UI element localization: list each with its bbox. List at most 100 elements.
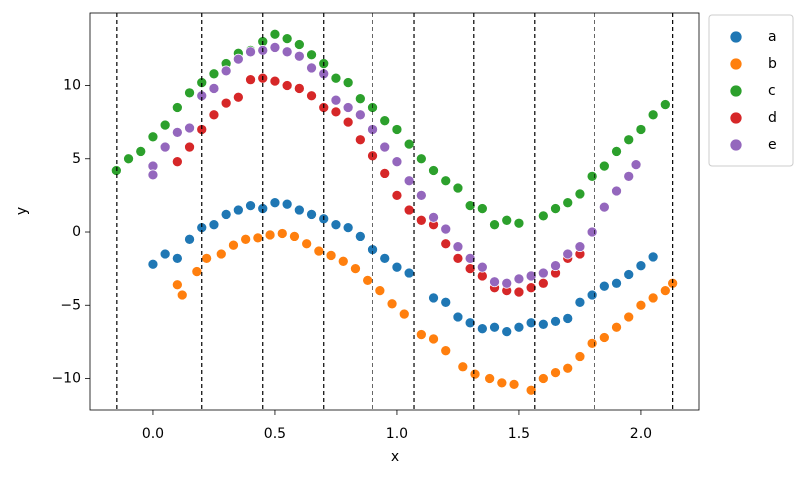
point	[269, 75, 281, 87]
point	[452, 311, 464, 323]
point	[159, 119, 171, 131]
point	[452, 253, 464, 264]
point	[586, 337, 598, 349]
point	[428, 212, 439, 223]
point	[457, 361, 469, 373]
point	[525, 270, 537, 282]
point	[220, 97, 232, 109]
x-tick-label: 1.5	[508, 426, 530, 442]
point	[379, 168, 391, 179]
point	[379, 141, 391, 153]
point	[537, 373, 549, 384]
point	[403, 267, 415, 279]
point	[647, 251, 659, 263]
point	[574, 188, 586, 200]
point	[440, 238, 452, 250]
point	[550, 260, 561, 272]
point	[184, 87, 195, 99]
point	[537, 277, 549, 289]
point	[264, 229, 276, 241]
point	[293, 39, 305, 50]
point	[269, 28, 281, 40]
point	[623, 269, 635, 280]
point	[659, 99, 671, 110]
legend-label: a	[768, 29, 777, 45]
y-tick-label: 10	[63, 78, 81, 94]
point	[354, 109, 366, 121]
point	[464, 200, 476, 211]
point	[281, 33, 293, 44]
point	[184, 141, 195, 153]
point	[362, 275, 374, 286]
point	[147, 131, 159, 143]
point	[525, 317, 537, 329]
point	[293, 83, 305, 94]
point	[501, 214, 513, 226]
point	[391, 124, 403, 135]
point	[623, 311, 635, 323]
point	[391, 190, 403, 201]
y-tick-label: −5	[60, 297, 81, 313]
y-axis-label: y	[14, 207, 30, 215]
point	[428, 333, 439, 345]
point	[379, 253, 391, 264]
point	[293, 50, 305, 62]
point	[489, 219, 500, 231]
point	[550, 203, 561, 214]
legend-label: c	[768, 83, 776, 99]
point	[501, 326, 513, 337]
point	[525, 282, 537, 294]
point	[496, 377, 508, 389]
point	[184, 233, 195, 245]
point	[391, 261, 403, 273]
point	[403, 204, 415, 216]
point	[325, 250, 337, 261]
point	[550, 367, 561, 378]
point	[252, 232, 264, 244]
point	[630, 159, 642, 170]
point	[171, 127, 183, 138]
point	[215, 248, 227, 260]
point	[240, 233, 252, 245]
point	[123, 153, 134, 165]
point	[415, 329, 427, 340]
point	[232, 53, 244, 65]
point	[469, 368, 481, 380]
point	[281, 46, 293, 58]
point	[598, 160, 610, 172]
point	[313, 245, 325, 257]
point	[337, 255, 349, 267]
point	[330, 106, 342, 118]
point	[208, 68, 220, 80]
point	[245, 200, 256, 211]
point	[440, 175, 452, 187]
point	[135, 146, 147, 157]
point	[232, 204, 244, 216]
point	[537, 210, 549, 222]
point	[208, 109, 220, 121]
point	[159, 248, 171, 260]
point	[342, 102, 354, 113]
point	[171, 279, 183, 291]
point	[598, 332, 610, 343]
point	[330, 72, 342, 84]
point	[415, 190, 427, 201]
point	[562, 362, 574, 374]
x-axis-label: x	[391, 449, 399, 465]
point	[635, 299, 647, 311]
point	[184, 122, 195, 134]
point	[403, 138, 415, 150]
point	[159, 141, 171, 153]
point	[476, 203, 488, 214]
point	[647, 109, 659, 121]
point	[452, 241, 464, 253]
legend-label: e	[768, 137, 777, 153]
point	[489, 321, 500, 333]
point	[659, 285, 671, 296]
point	[513, 286, 525, 298]
point	[269, 197, 281, 209]
point	[245, 46, 256, 58]
point	[391, 156, 403, 168]
y-tick-label: 0	[72, 224, 81, 240]
